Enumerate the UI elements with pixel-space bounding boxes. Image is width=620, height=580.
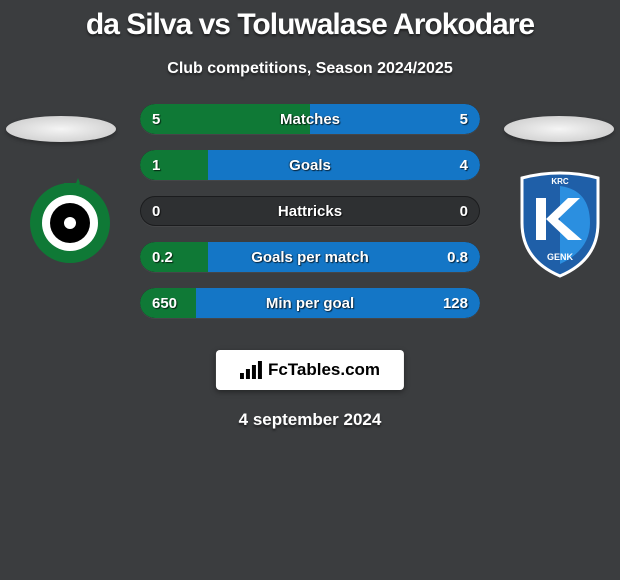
stat-label: Goals per match (140, 242, 480, 272)
player-silhouette-left (6, 116, 116, 142)
comparison-date: 4 september 2024 (0, 410, 620, 430)
comparison-title: da Silva vs Toluwalase Arokodare (0, 0, 620, 42)
club-badge-left (20, 168, 120, 268)
stat-label: Min per goal (140, 288, 480, 318)
comparison-subtitle: Club competitions, Season 2024/2025 (0, 60, 620, 78)
stat-row: 14Goals (140, 150, 480, 180)
club-badge-right: KRC GENK (510, 168, 610, 268)
stat-label: Hattricks (140, 196, 480, 226)
player-silhouette-right (504, 116, 614, 142)
stat-label: Matches (140, 104, 480, 134)
comparison-rows: 55Matches 14Goals 00Hattricks 0.20.8Goals p… (140, 104, 480, 334)
cercle-brugge-icon (20, 168, 120, 268)
stat-label: Goals (140, 150, 480, 180)
stat-row: 0.20.8Goals per match (140, 242, 480, 272)
svg-text:GENK: GENK (547, 252, 574, 262)
stat-row: 55Matches (140, 104, 480, 134)
bars-icon (240, 361, 262, 379)
krc-genk-icon: KRC GENK (510, 168, 610, 278)
stat-row: 00Hattricks (140, 196, 480, 226)
brand-badge: FcTables.com (216, 350, 404, 390)
stat-row: 650128Min per goal (140, 288, 480, 318)
brand-text: FcTables.com (268, 360, 380, 380)
svg-text:KRC: KRC (551, 177, 569, 186)
